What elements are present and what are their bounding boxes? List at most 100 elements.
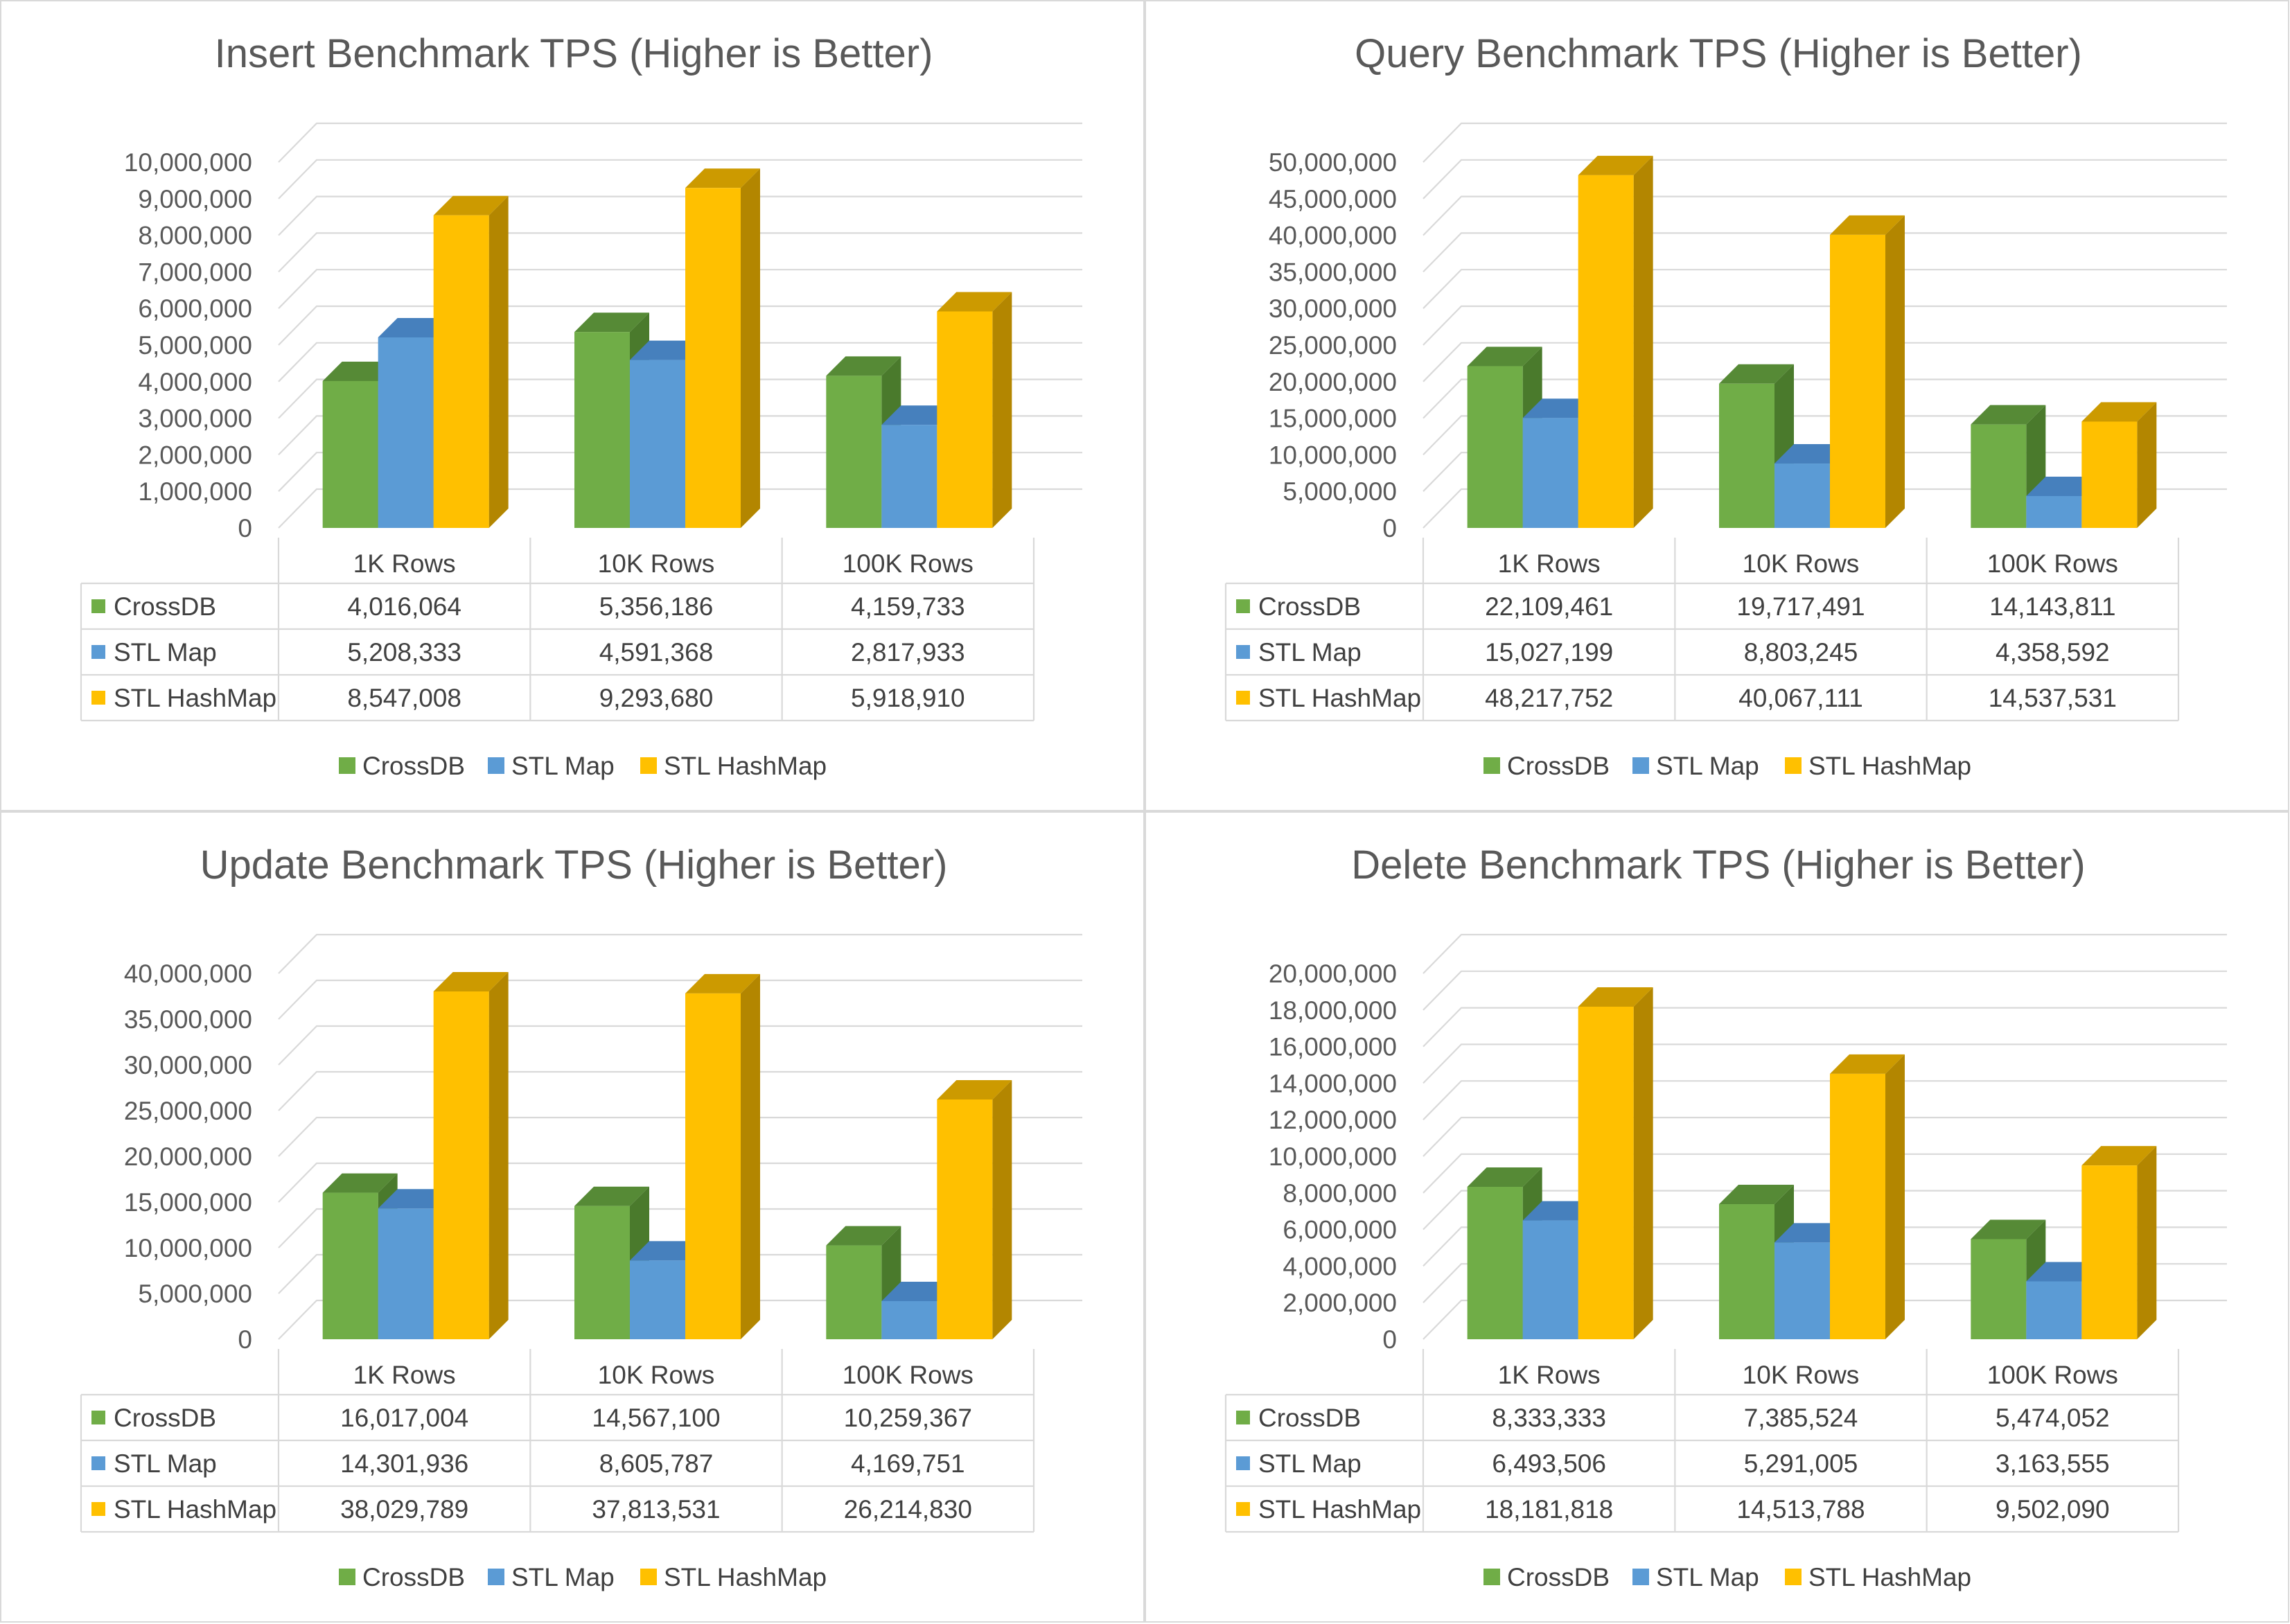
table-legend-key — [1236, 1502, 1250, 1516]
legend-key — [640, 1569, 657, 1585]
bar — [685, 993, 741, 1339]
data-label: 14,301,936 — [340, 1449, 468, 1478]
bar — [1578, 175, 1634, 528]
series-name: STL Map — [114, 638, 217, 667]
y-tick-label: 6,000,000 — [1283, 1216, 1397, 1244]
table-legend-key — [1236, 1456, 1250, 1470]
legend-label: STL Map — [511, 1563, 615, 1591]
data-label: 40,067,111 — [1738, 684, 1863, 712]
y-tick-label: 7,000,000 — [138, 258, 252, 286]
data-label: 19,717,491 — [1736, 592, 1865, 621]
legend-label: STL HashMap — [1808, 752, 1971, 780]
y-tick-label: 25,000,000 — [1269, 331, 1397, 360]
gridline — [278, 933, 1082, 974]
y-tick-label: 20,000,000 — [1269, 368, 1397, 396]
legend-key — [1632, 757, 1649, 774]
bar — [1774, 464, 1830, 528]
legend-key — [339, 1569, 355, 1585]
gridline — [278, 1070, 1082, 1111]
bar-top — [685, 973, 760, 994]
bar — [937, 1099, 993, 1339]
y-tick-label: 18,000,000 — [1269, 996, 1397, 1025]
bar-top — [2081, 1146, 2157, 1166]
legend-label: STL HashMap — [664, 1563, 827, 1591]
gridline — [1423, 1043, 2227, 1084]
y-tick-label: 4,000,000 — [1283, 1252, 1397, 1280]
y-tick-label: 10,000,000 — [124, 1234, 252, 1262]
bar — [2026, 495, 2082, 528]
category-label: 100K Rows — [843, 549, 974, 578]
legend-label: STL HashMap — [1808, 1563, 1971, 1591]
bar — [574, 1206, 630, 1339]
series-name: STL HashMap — [114, 1495, 276, 1524]
y-tick-label: 30,000,000 — [1269, 294, 1397, 323]
y-tick-label: 12,000,000 — [1269, 1106, 1397, 1134]
series-name: STL HashMap — [1258, 1495, 1421, 1524]
y-tick-label: 0 — [1382, 1325, 1397, 1354]
bar-side — [1633, 987, 1653, 1339]
legend-key — [488, 757, 504, 774]
legend-label: CrossDB — [1507, 1563, 1610, 1591]
bar-side — [992, 292, 1012, 528]
bar-top — [937, 292, 1012, 312]
gridline — [1423, 159, 2227, 200]
gridline — [1423, 305, 2227, 346]
legend-label: STL Map — [1656, 752, 1759, 780]
y-tick-label: 20,000,000 — [124, 1142, 252, 1171]
legend-key — [1483, 1569, 1500, 1585]
bar-top — [1830, 1054, 1905, 1074]
gridline — [278, 122, 1082, 163]
bar-top — [1578, 155, 1653, 175]
y-tick-label: 35,000,000 — [124, 1005, 252, 1034]
y-tick-label: 20,000,000 — [1269, 960, 1397, 988]
y-tick-label: 5,000,000 — [138, 1280, 252, 1308]
table-legend-key — [1236, 1411, 1250, 1424]
y-tick-label: 8,000,000 — [138, 222, 252, 250]
chart-panel-query: Query Benchmark TPS (Higher is Better) 0 5… — [1145, 0, 2289, 811]
gridline — [278, 195, 1082, 236]
gridline — [278, 269, 1082, 309]
y-tick-label: 40,000,000 — [1269, 222, 1397, 250]
table-legend-key — [91, 645, 105, 659]
legend-key — [488, 1569, 504, 1585]
bar — [1971, 424, 2027, 528]
bar — [2081, 1165, 2138, 1339]
gridline — [278, 1208, 1082, 1248]
category-label: 10K Rows — [1743, 1361, 1860, 1389]
gridline — [278, 232, 1082, 273]
bar — [574, 332, 630, 528]
bar-side — [992, 1079, 1012, 1339]
gridline — [1423, 195, 2227, 236]
gridline — [278, 342, 1082, 382]
bar-top — [433, 972, 509, 992]
bar-top — [574, 312, 649, 333]
gridline — [1423, 232, 2227, 273]
bar-side — [1885, 1054, 1905, 1339]
data-label: 8,803,245 — [1744, 638, 1858, 667]
bar-top — [937, 1079, 1012, 1100]
table-legend-key — [1236, 599, 1250, 613]
gridline — [1423, 933, 2227, 974]
update-benchmark-chart: Update Benchmark TPS (Higher is Better) 0… — [80, 842, 1082, 1591]
y-tick-label: 1,000,000 — [138, 477, 252, 506]
legend-label: STL Map — [511, 752, 615, 780]
y-tick-label: 10,000,000 — [124, 148, 252, 177]
data-label: 18,181,818 — [1485, 1495, 1613, 1524]
y-tick-label: 50,000,000 — [1269, 148, 1397, 177]
data-label: 5,918,910 — [851, 684, 965, 712]
chart-title: Query Benchmark TPS (Higher is Better) — [1355, 31, 2082, 76]
table-legend-key — [1236, 691, 1250, 705]
data-label: 10,259,367 — [844, 1404, 972, 1432]
data-label: 8,547,008 — [347, 684, 461, 712]
data-label: 37,813,531 — [592, 1495, 720, 1524]
bar — [630, 1260, 685, 1339]
y-tick-label: 35,000,000 — [1269, 258, 1397, 286]
y-tick-label: 16,000,000 — [1269, 1033, 1397, 1061]
category-label: 10K Rows — [1743, 549, 1860, 578]
bar-top — [1719, 364, 1794, 384]
category-label: 1K Rows — [353, 1361, 456, 1389]
table-legend-key — [91, 1456, 105, 1470]
table-legend-key — [91, 599, 105, 613]
bar-side — [2137, 402, 2157, 528]
gridline — [278, 979, 1082, 1020]
